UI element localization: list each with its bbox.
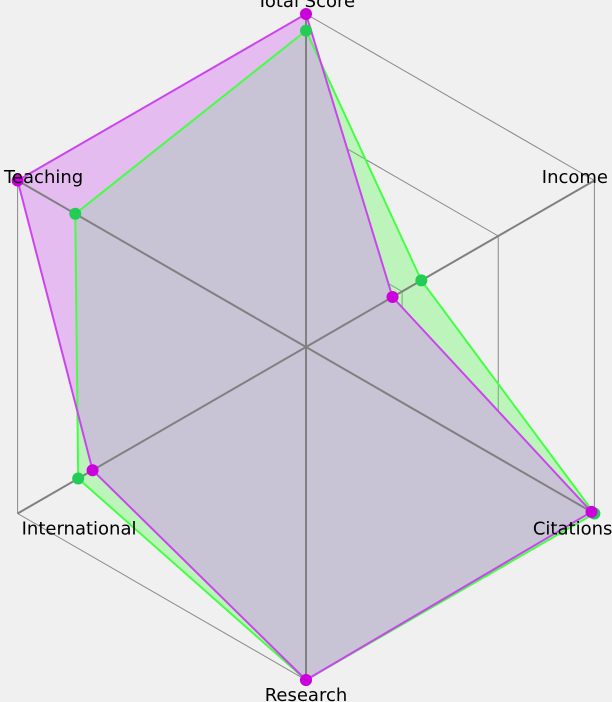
marker-layer — [11, 8, 601, 686]
axis-label-citations: Citations — [533, 519, 612, 540]
axis-spoke-5 — [17, 346, 307, 515]
axis-label-income: Income — [542, 167, 608, 188]
axis-label-international: International — [22, 519, 137, 540]
series-2-point-3[interactable] — [585, 505, 598, 518]
axis-spoke-6 — [17, 179, 307, 348]
series-2-point-4[interactable] — [300, 674, 312, 686]
series-1-point-5[interactable] — [72, 472, 85, 485]
series-2-point-2[interactable] — [386, 291, 399, 304]
axis-label-teaching: Teaching — [3, 167, 83, 188]
series-2-point-5[interactable] — [86, 464, 99, 477]
axis-spoke-2 — [305, 179, 595, 348]
series-1-point-6[interactable] — [69, 207, 82, 220]
axis-spoke-3 — [305, 346, 595, 515]
series-1-point-1[interactable] — [300, 24, 312, 37]
axis-label-research: Research — [265, 685, 348, 702]
series-2-point-1[interactable] — [300, 8, 312, 20]
series-1-point-2[interactable] — [415, 274, 428, 287]
label-layer: Total Score Income Citations Research Intern… — [3, 0, 612, 702]
axis-label-total-score: Total Score — [256, 0, 355, 12]
series-2-point-6[interactable] — [11, 174, 24, 187]
